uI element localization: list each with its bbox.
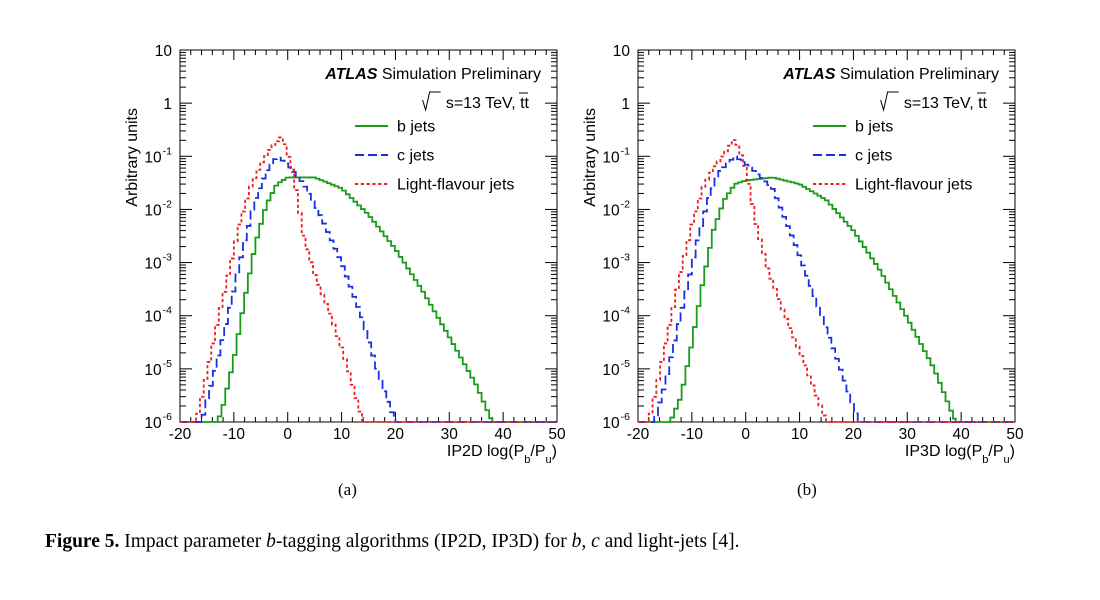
x-tick-label: 30 bbox=[899, 426, 917, 443]
y-tick-label: 10 bbox=[144, 362, 162, 379]
caption-text-2: -tagging algorithms (IP2D, IP3D) for bbox=[275, 531, 572, 552]
y-tick-label: 10 bbox=[602, 149, 620, 166]
y-tick-label: 1 bbox=[621, 96, 630, 113]
caption-text-b: b bbox=[266, 531, 276, 552]
y-axis-label: Arbitrary units bbox=[582, 108, 599, 207]
caption-text-1: Impact parameter bbox=[124, 531, 267, 552]
x-tick-label: 0 bbox=[283, 426, 292, 443]
x-tick-label: -20 bbox=[627, 426, 650, 443]
y-tick-exponent: -4 bbox=[163, 305, 172, 317]
y-tick-exponent: -2 bbox=[163, 198, 172, 210]
atlas-subtitle: Simulation Preliminary bbox=[382, 66, 541, 83]
y-tick-exponent: -3 bbox=[621, 252, 630, 264]
series-line-c-jets bbox=[180, 156, 557, 423]
atlas-label: ATLAS Simulation Preliminary bbox=[324, 66, 541, 83]
y-tick-exponent: -6 bbox=[621, 411, 630, 423]
caption-comma: , bbox=[581, 531, 592, 552]
caption-text-3: and light-jets [4]. bbox=[599, 531, 740, 552]
y-tick-exponent: -3 bbox=[163, 252, 172, 264]
y-tick-exponent: -6 bbox=[163, 411, 172, 423]
y-tick-label: 10 bbox=[144, 415, 162, 432]
x-axis-label-sub-b: b bbox=[982, 454, 988, 466]
series-line-b-jets bbox=[638, 176, 1015, 423]
y-tick-exponent: -1 bbox=[163, 145, 172, 157]
x-axis-label: IP3D log(Pb/Pu) bbox=[905, 443, 1015, 466]
y-tick-label: 10 bbox=[613, 43, 631, 60]
series-line-b-jets bbox=[180, 176, 557, 423]
y-axis-label: Arbitrary units bbox=[124, 108, 141, 207]
y-tick-label: 10 bbox=[144, 149, 162, 166]
x-tick-label: 30 bbox=[441, 426, 459, 443]
x-tick-label: 10 bbox=[791, 426, 809, 443]
legend-label: b jets bbox=[855, 119, 893, 136]
plot-frame bbox=[179, 49, 558, 423]
atlas-wordmark: ATLAS bbox=[324, 66, 382, 83]
atlas-label: ATLAS Simulation Preliminary bbox=[782, 66, 999, 83]
energy-label: s=13 TeV, tt bbox=[904, 95, 988, 112]
x-tick-label: 20 bbox=[845, 426, 863, 443]
y-tick-label: 10 bbox=[602, 256, 620, 273]
caption-text-b2: b bbox=[571, 531, 582, 552]
y-tick-label: 1 bbox=[163, 96, 172, 113]
x-tick-label: 40 bbox=[495, 426, 513, 443]
energy-label: s=13 TeV, tt bbox=[446, 95, 530, 112]
y-tick-exponent: -1 bbox=[621, 145, 630, 157]
x-tick-label: 10 bbox=[333, 426, 351, 443]
y-tick-label: 10 bbox=[602, 362, 620, 379]
x-axis-label-sub-b: b bbox=[524, 454, 530, 466]
y-tick-label: 10 bbox=[155, 43, 173, 60]
x-tick-label: -10 bbox=[223, 426, 246, 443]
atlas-wordmark: ATLAS bbox=[782, 66, 840, 83]
subfigure-label-b: (b) bbox=[797, 480, 817, 499]
x-axis-label-sub-u: u bbox=[1004, 454, 1010, 466]
y-tick-exponent: -4 bbox=[621, 305, 630, 317]
x-tick-label: 50 bbox=[548, 426, 566, 443]
x-tick-label: 0 bbox=[741, 426, 750, 443]
y-tick-label: 10 bbox=[144, 309, 162, 326]
legend-label: c jets bbox=[397, 148, 434, 165]
y-tick-label: 10 bbox=[144, 256, 162, 273]
x-axis-label-mid: /P bbox=[988, 443, 1003, 460]
legend-label: Light-flavour jets bbox=[855, 177, 972, 194]
y-tick-label: 10 bbox=[602, 309, 620, 326]
y-tick-label: 10 bbox=[144, 202, 162, 219]
sqrt-sign bbox=[880, 91, 899, 112]
caption-label: Figure 5. bbox=[45, 531, 120, 552]
series-line-light-flavour-jets bbox=[180, 136, 557, 423]
series-line-c-jets bbox=[638, 155, 1015, 423]
x-axis-label-mid: /P bbox=[530, 443, 545, 460]
x-tick-label: 40 bbox=[953, 426, 971, 443]
x-axis-label-main: IP2D log(P bbox=[447, 443, 524, 460]
x-axis-label: IP2D log(Pb/Pu) bbox=[447, 443, 557, 466]
legend-label: b jets bbox=[397, 119, 435, 136]
sqrt-sign bbox=[422, 91, 441, 112]
legend-label: Light-flavour jets bbox=[397, 177, 514, 194]
x-axis-label-end: ) bbox=[1010, 443, 1015, 460]
y-tick-label: 10 bbox=[602, 415, 620, 432]
y-tick-exponent: -5 bbox=[621, 358, 630, 370]
atlas-subtitle: Simulation Preliminary bbox=[840, 66, 999, 83]
x-tick-label: 20 bbox=[387, 426, 405, 443]
x-axis-label-main: IP3D log(P bbox=[905, 443, 982, 460]
caption-text-c: c bbox=[591, 531, 600, 552]
series-line-light-flavour-jets bbox=[638, 139, 1015, 423]
y-tick-exponent: -5 bbox=[163, 358, 172, 370]
subfigure-label-a: (a) bbox=[338, 480, 357, 499]
x-axis-label-end: ) bbox=[552, 443, 557, 460]
x-axis-label-sub-u: u bbox=[546, 454, 552, 466]
plot-frame bbox=[637, 49, 1016, 423]
x-tick-label: -10 bbox=[681, 426, 704, 443]
x-tick-label: -20 bbox=[169, 426, 192, 443]
y-tick-label: 10 bbox=[602, 202, 620, 219]
y-tick-exponent: -2 bbox=[621, 198, 630, 210]
legend-label: c jets bbox=[855, 148, 892, 165]
figure-caption: Figure 5. Impact parameter b-tagging alg… bbox=[45, 531, 739, 553]
x-tick-label: 50 bbox=[1006, 426, 1024, 443]
